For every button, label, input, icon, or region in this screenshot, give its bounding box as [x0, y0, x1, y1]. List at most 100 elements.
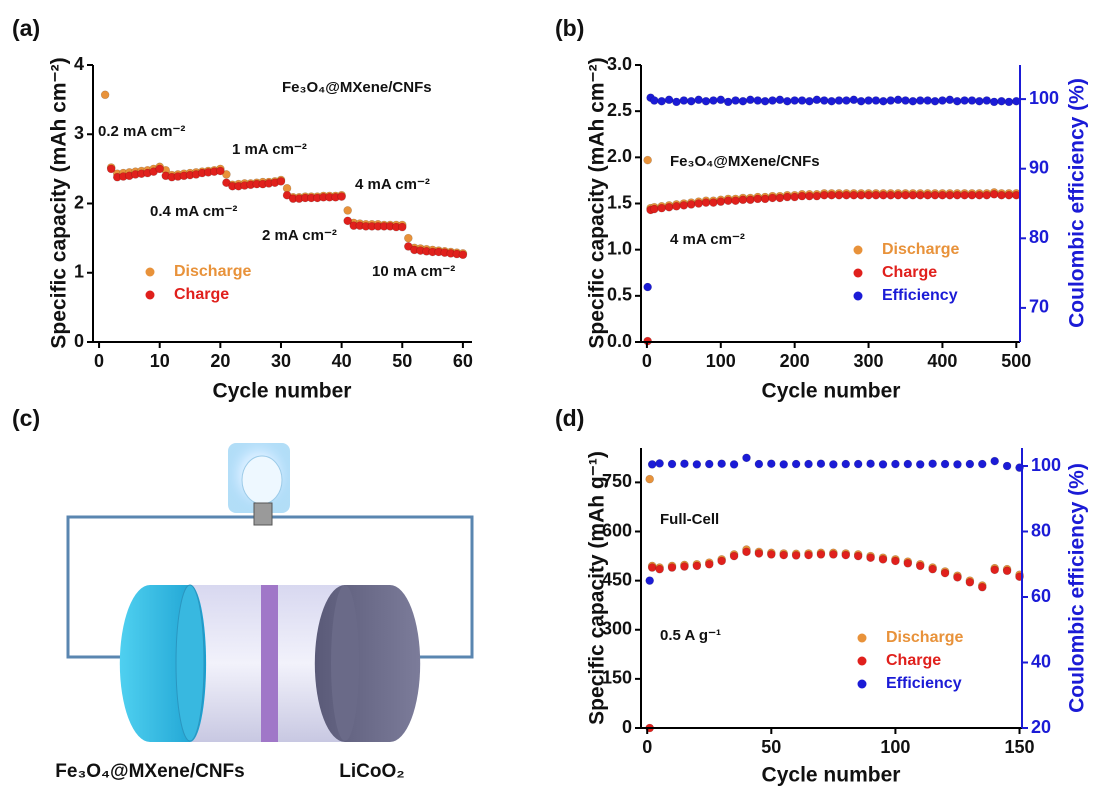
legend-marker [854, 269, 863, 278]
data-point [857, 191, 865, 199]
battery-diagram: (c) Fe₃O₄@MXene/CNFs LiCoO₂ [12, 405, 472, 782]
data-point [829, 550, 837, 558]
x-tick-label: 50 [392, 351, 412, 371]
y-tick-label: 1.0 [607, 238, 632, 258]
data-point [904, 559, 912, 567]
data-point [817, 460, 825, 468]
y-tick-label: 1 [74, 262, 84, 282]
data-point [761, 97, 769, 105]
data-point [705, 560, 713, 568]
data-point [938, 96, 946, 104]
y-tick-label: 2.5 [607, 100, 632, 120]
x-tick-label: 100 [880, 737, 910, 757]
y-axis-title: Specific capacity (mAh g⁻¹) [586, 451, 609, 725]
legend-label: Efficiency [882, 287, 958, 304]
data-point [718, 557, 726, 565]
y-tick-label: 1.5 [607, 192, 632, 212]
data-point [658, 204, 666, 212]
data-point [916, 191, 924, 199]
data-point [953, 573, 961, 581]
annotation: Fe₃O₄@MXene/CNFs [282, 79, 432, 96]
data-point [1005, 98, 1013, 106]
data-point [730, 460, 738, 468]
data-point [941, 569, 949, 577]
data-point [968, 191, 976, 199]
legend-marker [146, 268, 155, 277]
y-axis-title: Specific capacity (mAh cm⁻²) [586, 57, 609, 348]
anode-face [176, 585, 204, 741]
data-point [693, 460, 701, 468]
data-point [792, 551, 800, 559]
x-tick-label: 60 [453, 351, 473, 371]
data-point [929, 565, 937, 573]
panel-label: (b) [555, 15, 584, 41]
data-point [998, 97, 1006, 105]
annotation: 4 mA cm⁻² [670, 231, 745, 248]
data-point [805, 460, 813, 468]
data-point [879, 97, 887, 105]
legend-marker [858, 634, 867, 643]
panel-label: (d) [555, 405, 584, 431]
x-tick-label: 40 [332, 351, 352, 371]
data-point [813, 192, 821, 200]
x-tick-label: 0 [642, 351, 652, 371]
annotation: 0.5 A g⁻¹ [660, 627, 721, 644]
data-point [904, 460, 912, 468]
chart-panel: (b)01002003004005000.00.51.01.52.02.53.0… [555, 15, 1089, 402]
data-point [990, 190, 998, 198]
x-tick-label: 30 [271, 351, 291, 371]
data-point [991, 566, 999, 574]
data-point [776, 96, 784, 104]
data-point [791, 193, 799, 201]
y2-tick-label: 100 [1031, 455, 1061, 475]
legend-marker [854, 292, 863, 301]
x-tick-label: 300 [854, 351, 884, 371]
data-point [966, 578, 974, 586]
data-point [983, 96, 991, 104]
legend-marker [146, 291, 155, 300]
data-point [842, 551, 850, 559]
data-point [717, 198, 725, 206]
data-point [929, 460, 937, 468]
data-point [672, 98, 680, 106]
data-point [887, 96, 895, 104]
legend-marker [858, 657, 867, 666]
data-point [842, 96, 850, 104]
data-point [931, 191, 939, 199]
data-point [867, 460, 875, 468]
data-point [916, 96, 924, 104]
data-point [780, 551, 788, 559]
data-point [656, 459, 664, 467]
data-point [887, 191, 895, 199]
data-point [792, 460, 800, 468]
data-point [693, 562, 701, 570]
data-point [791, 96, 799, 104]
legend-marker [854, 246, 863, 255]
data-point [398, 223, 406, 231]
data-point [978, 460, 986, 468]
x-axis-title: Cycle number [213, 380, 352, 403]
data-point [879, 460, 887, 468]
legend-label: Discharge [174, 263, 251, 280]
cathode-label: LiCoO₂ [339, 761, 404, 782]
y-tick-label: 3 [74, 123, 84, 143]
data-point [909, 191, 917, 199]
data-point [865, 96, 873, 104]
data-point [872, 96, 880, 104]
legend-marker [858, 680, 867, 689]
data-point [754, 96, 762, 104]
legend-label: Charge [174, 286, 229, 303]
annotation: 4 mA cm⁻² [355, 176, 430, 193]
x-tick-label: 100 [706, 351, 736, 371]
data-point [646, 475, 654, 483]
legend-label: Discharge [882, 241, 959, 258]
bulb [242, 456, 282, 504]
x-tick-label: 200 [780, 351, 810, 371]
data-point [916, 460, 924, 468]
data-point [277, 177, 285, 185]
annotation: 0.2 mA cm⁻² [98, 123, 185, 140]
data-point [732, 197, 740, 205]
data-point [755, 460, 763, 468]
data-point [746, 196, 754, 204]
y-tick-label: 0 [622, 717, 632, 737]
